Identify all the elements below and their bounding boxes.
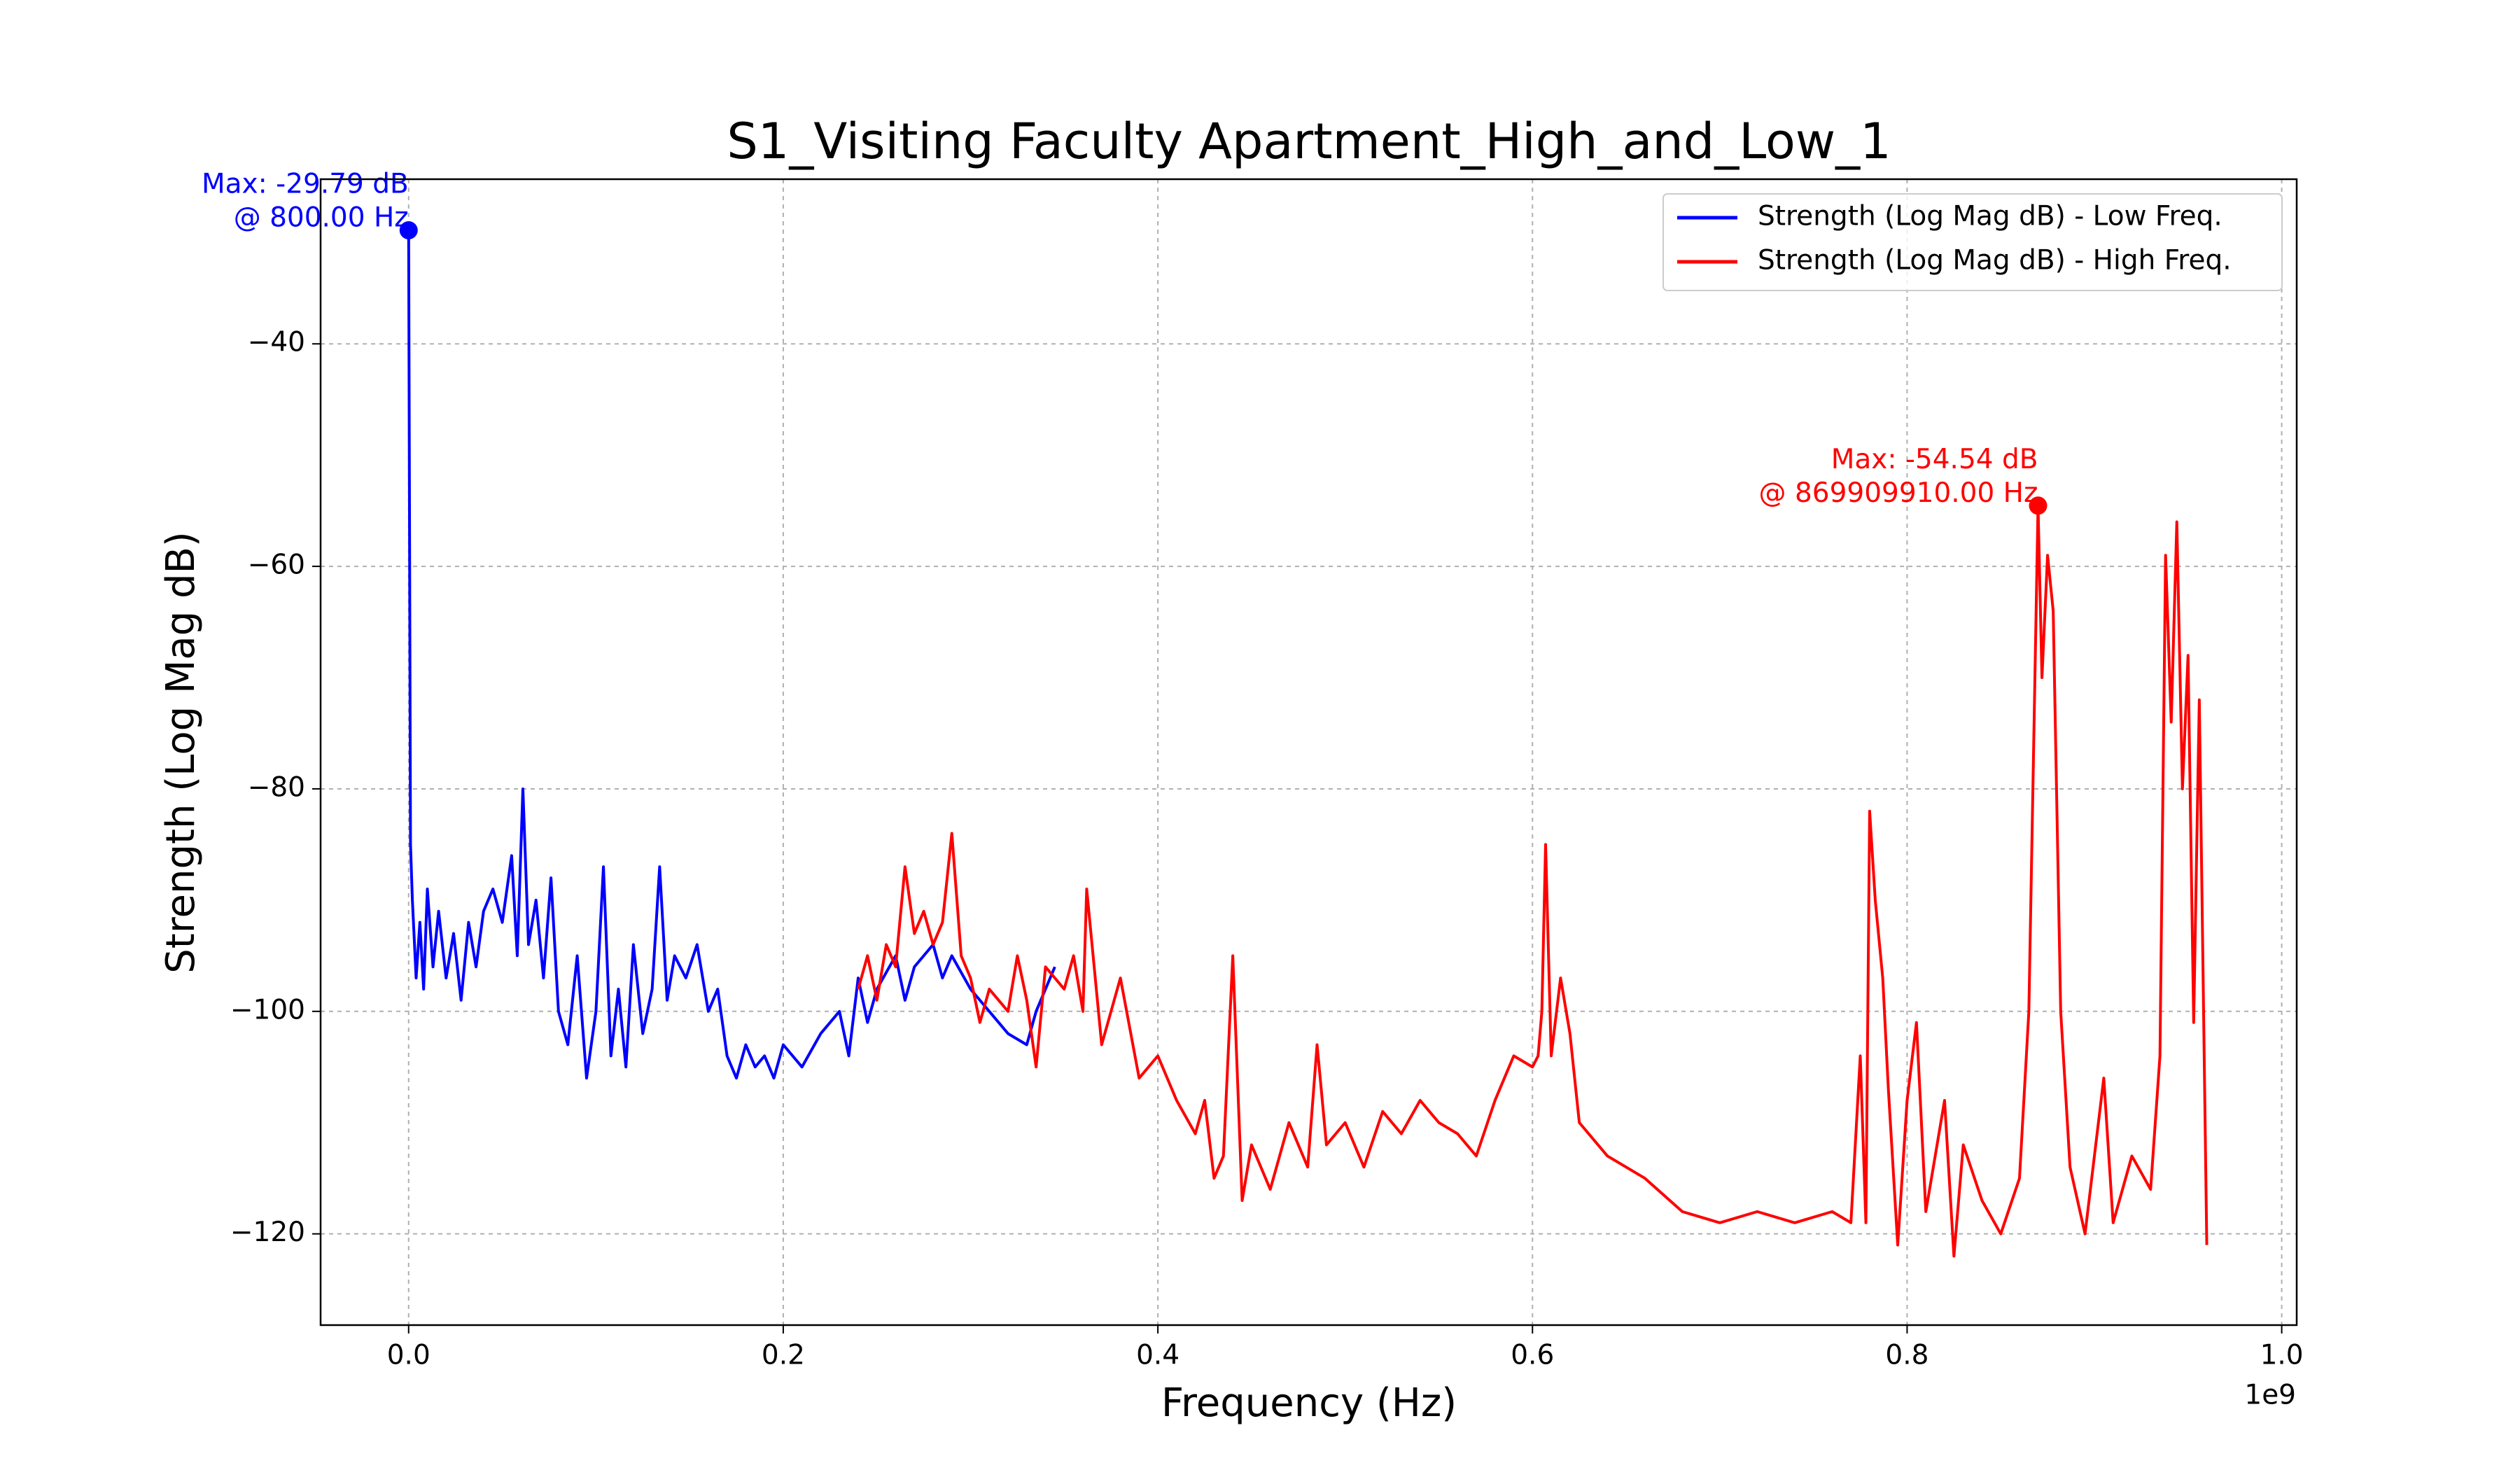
x-tick-label: 0.0 xyxy=(387,1340,430,1371)
plot-frame xyxy=(319,178,2298,1326)
chart-title: S1_Visiting Faculty Apartment_High_and_L… xyxy=(727,113,1891,170)
max-marker xyxy=(2029,496,2047,515)
x-tick-label: 0.8 xyxy=(1885,1340,1928,1371)
x-tick-label: 1.0 xyxy=(2260,1340,2304,1371)
y-tick-label: −120 xyxy=(230,1217,305,1248)
y-tick-label: −100 xyxy=(230,994,305,1026)
x-tick-label: 0.4 xyxy=(1136,1340,1180,1371)
max-marker xyxy=(399,220,418,239)
x-tick-label: 0.2 xyxy=(762,1340,805,1371)
annotation-text: Max: -54.54 dB xyxy=(1831,444,2038,475)
y-axis-label: Strength (Log Mag dB) xyxy=(158,531,204,974)
x-axis-label: Frequency (Hz) xyxy=(1161,1380,1457,1426)
x-offset-label: 1e9 xyxy=(2244,1380,2296,1411)
legend-label: Strength (Log Mag dB) - Low Freq. xyxy=(1758,201,2222,232)
series-line xyxy=(407,230,1056,1080)
series-line xyxy=(857,504,2208,1258)
annotation-text: Max: -29.79 dB xyxy=(202,168,409,200)
legend-label: Strength (Log Mag dB) - High Freq. xyxy=(1758,245,2232,276)
annotation-text: @ 869909910.00 Hz xyxy=(1759,477,2038,509)
y-tick-label: −80 xyxy=(248,771,305,803)
y-tick-label: −40 xyxy=(248,327,305,358)
x-tick-label: 0.6 xyxy=(1511,1340,1554,1371)
y-tick-label: −60 xyxy=(248,550,305,581)
legend-box xyxy=(1662,193,2283,291)
